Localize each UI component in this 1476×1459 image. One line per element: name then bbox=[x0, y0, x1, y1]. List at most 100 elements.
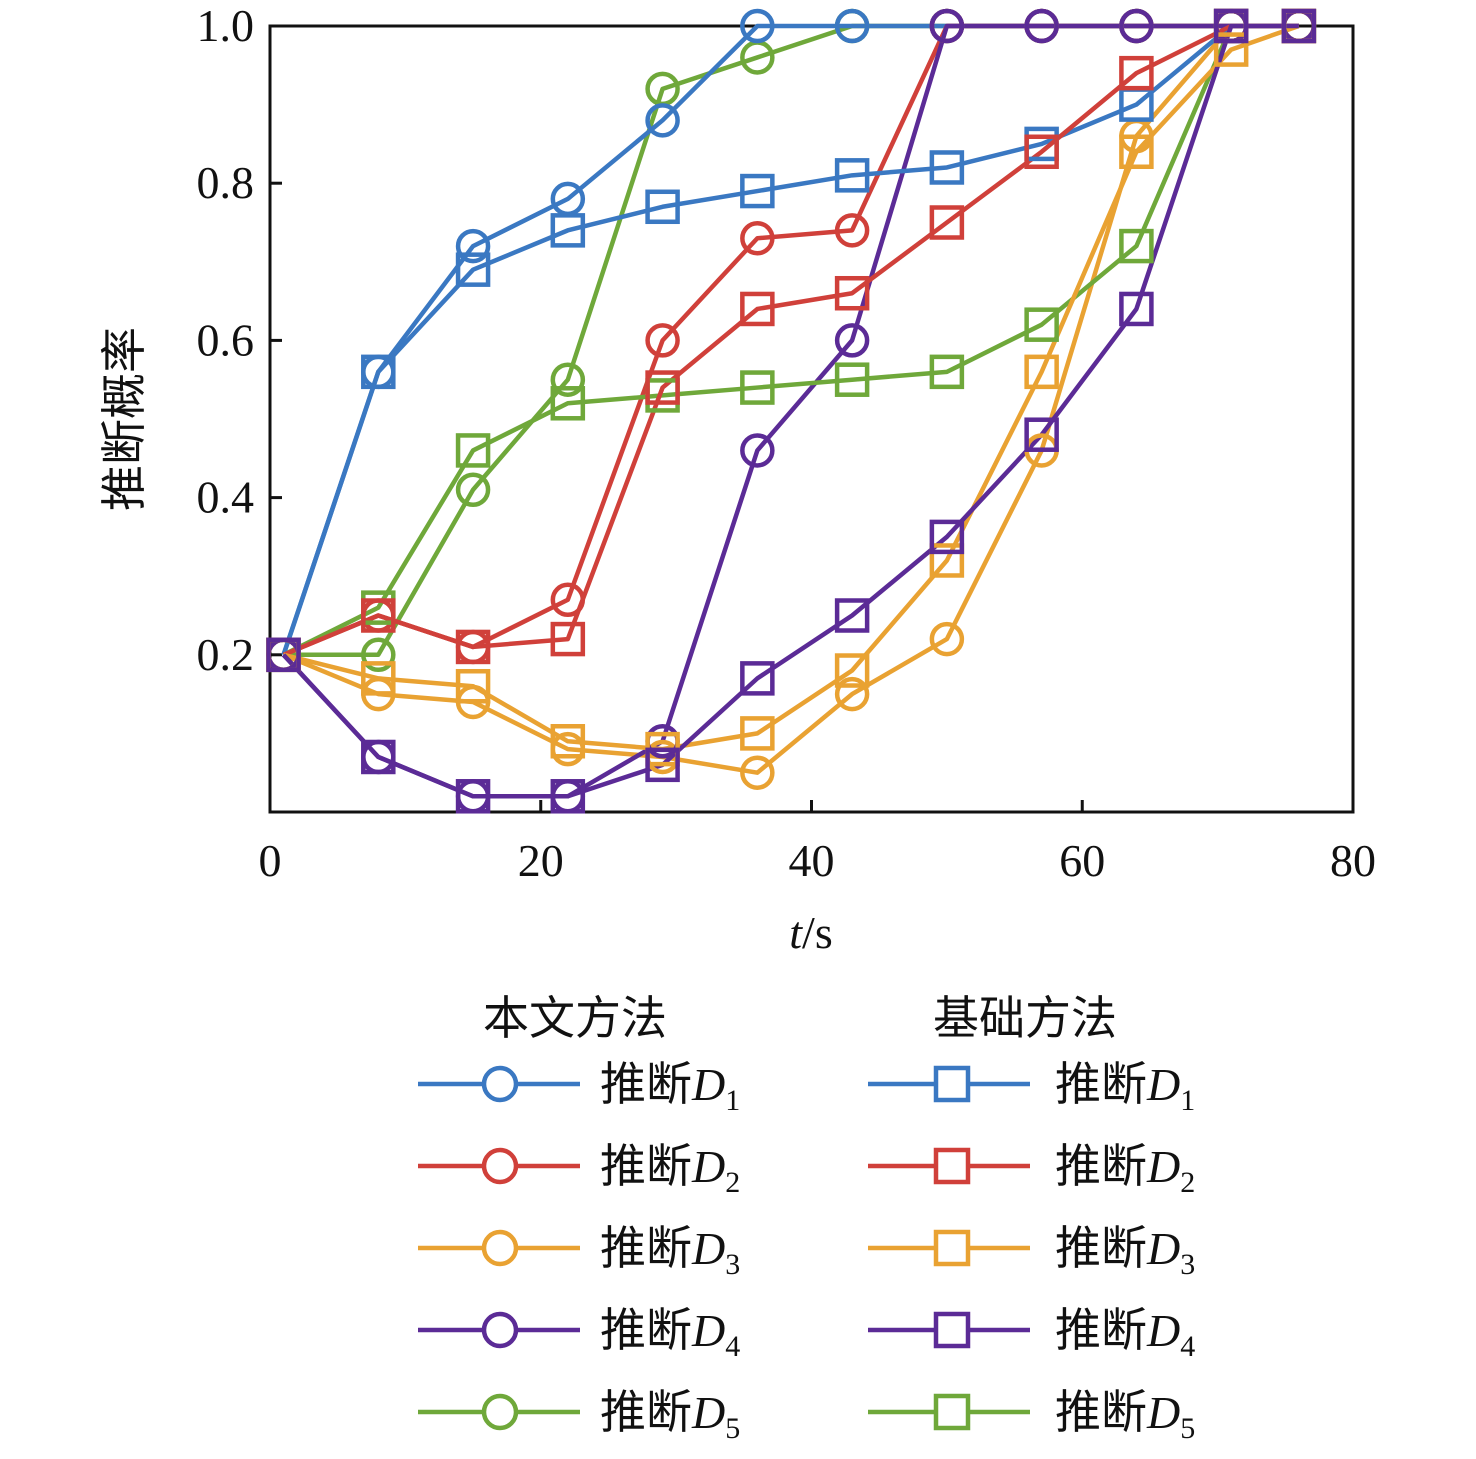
y-tick-label: 0.6 bbox=[197, 314, 255, 365]
square-point bbox=[455, 668, 491, 704]
square-point bbox=[550, 621, 586, 657]
legend-circle-marker bbox=[481, 1393, 519, 1431]
circle-point bbox=[740, 433, 775, 468]
legend-label: 推断D1 bbox=[600, 1057, 740, 1117]
square-point bbox=[1213, 8, 1249, 44]
square-point bbox=[1213, 32, 1249, 67]
square-point bbox=[550, 213, 586, 248]
square-point bbox=[455, 252, 491, 287]
circle-point bbox=[1024, 8, 1059, 44]
x-axis-label-var: t bbox=[789, 907, 803, 958]
square-point bbox=[1024, 134, 1059, 170]
circle-point bbox=[1119, 8, 1154, 44]
series-line bbox=[282, 23, 1299, 657]
legend-circle-marker bbox=[481, 1311, 519, 1349]
legend-label: 推断D2 bbox=[1055, 1139, 1195, 1199]
legend-label: 推断D4 bbox=[600, 1303, 740, 1363]
circle-point bbox=[645, 103, 680, 138]
square-point bbox=[1024, 417, 1059, 452]
circle-point bbox=[929, 8, 965, 44]
square-point bbox=[645, 370, 680, 405]
circle-point bbox=[740, 8, 775, 44]
square-point bbox=[455, 433, 491, 468]
square-point bbox=[834, 275, 870, 311]
square-point bbox=[929, 150, 965, 185]
square-point bbox=[361, 661, 396, 696]
legend-square-marker bbox=[933, 1393, 971, 1431]
legend: 推断D1 推断D2 推断D3 推断D4 推断D5 推断D1 推断D2 推断D3 推断D4 推断D5 bbox=[418, 1057, 1195, 1445]
x-axis-label-unit: /s bbox=[802, 907, 833, 958]
square-point bbox=[1119, 291, 1154, 327]
legend-header-baseline: 基础方法 bbox=[933, 991, 1117, 1045]
legend-circle-marker bbox=[481, 1065, 519, 1103]
legend-label: 推断D5 bbox=[1055, 1385, 1195, 1445]
legend-square-marker bbox=[933, 1311, 971, 1349]
legend-square-marker bbox=[933, 1147, 971, 1185]
legend-label: 推断D2 bbox=[600, 1139, 740, 1199]
legend-label: 推断D3 bbox=[600, 1221, 740, 1281]
x-axis-label: t/s bbox=[789, 907, 832, 958]
y-tick-label: 1.0 bbox=[197, 0, 255, 51]
square-point bbox=[740, 370, 775, 405]
x-tick-label: 60 bbox=[1059, 835, 1105, 886]
series-line bbox=[282, 23, 1300, 752]
square-point bbox=[740, 661, 775, 696]
circle-point bbox=[455, 472, 491, 507]
circle-point bbox=[740, 755, 775, 790]
square-point bbox=[834, 653, 870, 688]
x-tick-label: 20 bbox=[518, 835, 564, 886]
circle-point bbox=[834, 676, 870, 712]
square-point bbox=[834, 598, 870, 633]
y-tick-label: 0.2 bbox=[197, 629, 255, 680]
square-point bbox=[455, 779, 491, 814]
square-point bbox=[455, 629, 491, 665]
circle-point bbox=[455, 228, 491, 264]
y-tick-label: 0.8 bbox=[197, 157, 255, 208]
y-tick-label: 0.4 bbox=[197, 472, 255, 523]
circle-point bbox=[740, 220, 775, 256]
square-point bbox=[645, 189, 680, 225]
square-point bbox=[645, 747, 680, 783]
square-point bbox=[1281, 8, 1317, 44]
square-point bbox=[929, 354, 965, 390]
y-axis-label: 推断概率 bbox=[99, 327, 150, 511]
series-markers bbox=[266, 8, 1317, 814]
circle-point bbox=[361, 637, 396, 673]
series-lines bbox=[281, 23, 1300, 799]
circle-point bbox=[834, 323, 870, 358]
legend-circle-marker bbox=[481, 1147, 519, 1185]
legend-circle-marker bbox=[481, 1229, 519, 1267]
square-point bbox=[929, 543, 965, 578]
x-tick-label: 80 bbox=[1330, 835, 1376, 886]
square-point bbox=[1119, 134, 1154, 170]
legend-label: 推断D4 bbox=[1055, 1303, 1195, 1363]
square-point bbox=[740, 291, 775, 327]
axis-ticks: 0 20 40 60 80 0.2 0.4 0.6 0.8 1.0 bbox=[197, 0, 1377, 886]
square-point bbox=[361, 598, 396, 633]
square-point bbox=[1024, 307, 1059, 342]
x-tick-label: 40 bbox=[789, 835, 835, 886]
circle-point bbox=[929, 621, 965, 657]
square-point bbox=[1119, 55, 1154, 91]
square-point bbox=[266, 637, 301, 673]
square-point bbox=[550, 724, 586, 759]
square-point bbox=[834, 362, 870, 397]
square-point bbox=[740, 716, 775, 751]
square-point bbox=[929, 519, 965, 555]
circle-point bbox=[834, 213, 870, 248]
square-point bbox=[834, 158, 870, 193]
square-point bbox=[1119, 228, 1154, 264]
square-point bbox=[361, 354, 396, 390]
square-point bbox=[929, 205, 965, 240]
legend-label: 推断D3 bbox=[1055, 1221, 1195, 1281]
x-tick-label: 0 bbox=[259, 835, 282, 886]
circle-point bbox=[550, 362, 586, 397]
square-point bbox=[361, 739, 396, 775]
legend-label: 推断D1 bbox=[1055, 1057, 1195, 1117]
circle-point bbox=[645, 323, 680, 358]
legend-square-marker bbox=[933, 1229, 971, 1267]
circle-point bbox=[834, 8, 870, 44]
circle-point bbox=[550, 582, 586, 618]
square-point bbox=[1024, 354, 1059, 390]
